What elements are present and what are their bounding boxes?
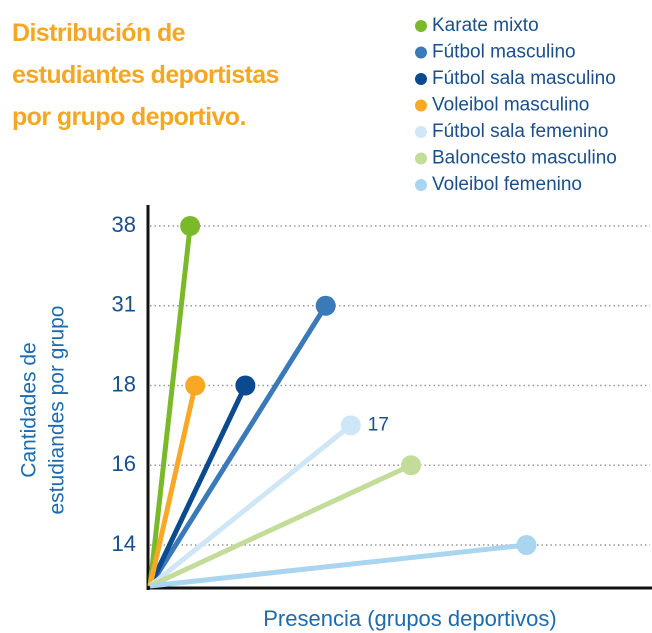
point xyxy=(340,415,361,436)
title-line: Distribución de xyxy=(12,19,186,47)
legend-marker xyxy=(415,126,427,138)
legend-marker xyxy=(415,46,427,59)
point xyxy=(315,295,336,316)
legend-marker xyxy=(415,179,427,191)
chart-title: Distribución de estudiantes deportistas … xyxy=(12,12,372,138)
y-axis-label: Cantidades de xyxy=(18,342,41,477)
legend-label: Fútbol sala femenino xyxy=(432,121,608,142)
y-axis-label: estudiandes por grupo xyxy=(46,306,69,515)
series-line xyxy=(148,462,413,589)
legend-label: Voleibol femenino xyxy=(432,174,582,195)
y-tick-label: 14 xyxy=(112,531,136,556)
y-tick-label: 18 xyxy=(112,371,136,396)
data-label: 17 xyxy=(368,414,389,435)
legend-marker xyxy=(415,73,427,85)
legend-label: Voleibol masculino xyxy=(432,95,589,116)
point xyxy=(401,455,422,476)
series-line xyxy=(148,423,353,588)
series-line xyxy=(147,384,198,587)
legend-marker xyxy=(415,20,427,32)
x-axis-label: Presencia (grupos deportivos) xyxy=(263,606,556,631)
point xyxy=(235,375,256,396)
title-line: estudiantes deportistas xyxy=(12,61,279,89)
series-line xyxy=(147,304,328,588)
title-line: por grupo deportivo. xyxy=(12,103,246,131)
legend-label: Fútbol sala masculino xyxy=(432,68,616,89)
y-tick-label: 31 xyxy=(112,292,136,317)
point xyxy=(185,375,206,396)
series-line xyxy=(149,542,527,589)
y-tick-label: 38 xyxy=(112,212,136,237)
legend-label: Baloncesto masculino xyxy=(432,148,617,169)
y-tick-label: 16 xyxy=(112,451,136,476)
legend-label: Fútbol masculino xyxy=(432,42,576,63)
legend-marker xyxy=(415,152,427,165)
point xyxy=(516,535,537,555)
series-line xyxy=(147,225,193,587)
point xyxy=(180,216,201,236)
legend-marker xyxy=(415,99,427,112)
legend-label: Karate mixto xyxy=(432,15,539,36)
series-line xyxy=(147,384,248,588)
